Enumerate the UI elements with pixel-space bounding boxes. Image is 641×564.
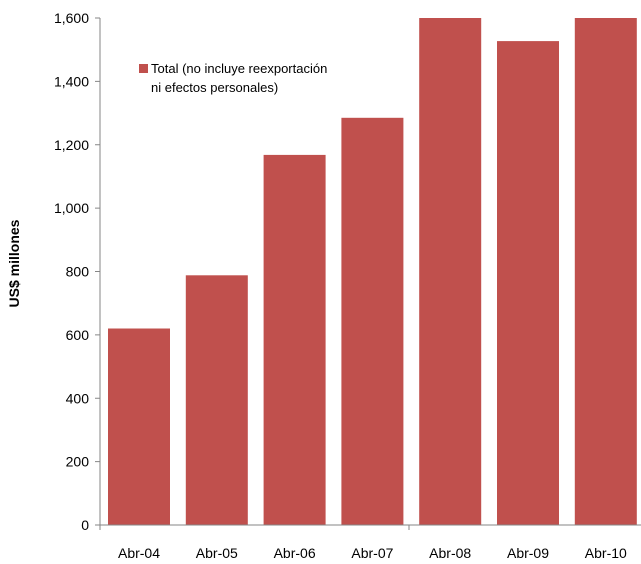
x-tick-label: Abr-07: [351, 545, 393, 561]
bar-abr-08: [419, 18, 482, 525]
bar-abr-04: [108, 328, 170, 525]
x-ticks-group: Abr-04 Abr-05 Abr-06 Abr-07 Abr-08 Abr-09 Abr-…: [99, 525, 627, 561]
legend-label-line-2: ni efectos personales): [151, 80, 278, 95]
bar-abr-07: [341, 117, 404, 526]
legend-label-line-1: Total (no incluye reexportación: [151, 61, 327, 76]
y-tick-label: 200: [66, 454, 90, 470]
y-tick-label: 0: [81, 517, 89, 533]
x-tick-label: Abr-10: [585, 545, 627, 561]
y-tick-label: 1,600: [54, 10, 89, 26]
y-axis-title: US$ millones: [6, 219, 22, 307]
bar-abr-05: [185, 275, 248, 525]
x-tick-label: Abr-05: [196, 545, 238, 561]
y-ticks-group: 0 200 400 600 800 1,000 1,200 1,400 1,600: [54, 10, 100, 533]
y-tick-label: 1,000: [54, 200, 89, 216]
legend: Total (no incluye reexportación ni efect…: [139, 61, 327, 95]
x-tick-label: Abr-09: [507, 545, 549, 561]
y-tick-label: 600: [66, 327, 90, 343]
x-tick-label: Abr-08: [429, 545, 471, 561]
x-tick-label: Abr-04: [118, 545, 160, 561]
bar-abr-10: [574, 18, 637, 525]
y-tick-label: 800: [66, 264, 90, 280]
y-tick-label: 1,400: [54, 73, 89, 89]
y-tick-label: 1,200: [54, 137, 89, 153]
bar-abr-09: [497, 41, 559, 525]
bars-group: [108, 18, 637, 526]
legend-swatch: [139, 64, 148, 73]
x-tick-label: Abr-06: [274, 545, 316, 561]
y-tick-label: 400: [66, 390, 90, 406]
bar-abr-06: [263, 154, 326, 525]
